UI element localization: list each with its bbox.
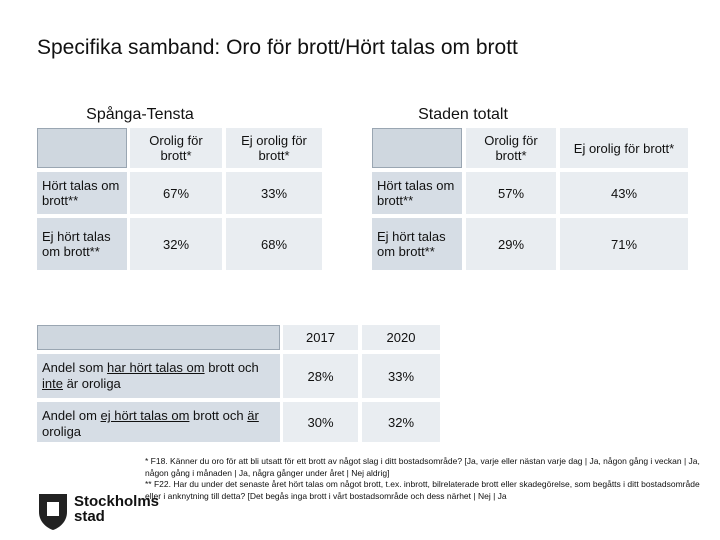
label-part: Andel om [42,408,101,423]
header-corner [37,128,127,168]
column-header: 2020 [362,325,440,350]
label-part: är oroliga [62,376,121,391]
footnotes: * F18. Känner du oro för att bli utsatt … [145,456,705,502]
row-label: Ej hört talas om brott** [37,218,127,270]
cell-value: 57% [466,172,556,214]
label-part: brott och [204,360,263,375]
logo-emblem [39,494,67,530]
column-header: Orolig för brott* [130,128,222,168]
header-corner [37,325,280,350]
footnote: ** F22. Har du under det senaste året hö… [145,479,700,501]
header-corner [372,128,462,168]
column-header: Ej orolig för brott* [226,128,322,168]
column-header: Orolig för brott* [466,128,556,168]
slide-title: Specifika samband: Oro för brott/Hört ta… [37,36,518,59]
table-caption: Staden totalt [418,106,508,123]
table-caption: Spånga-Tensta [86,106,194,123]
label-part: inte [42,376,63,391]
label-part: oroliga [42,408,263,439]
cell-value: 67% [130,172,222,214]
logo-line: Stockholms [74,493,160,510]
cell-value: 32% [130,218,222,270]
label-part: ej hört talas om [100,408,190,423]
cell-value: 32% [362,402,440,442]
cell-value: 71% [560,218,688,270]
label-part: brott och [189,408,248,423]
cell-value: 68% [226,218,322,270]
row-label: Andel som har hört talas om brott och in… [37,354,280,398]
row-label: Ej hört talas om brott** [372,218,462,270]
cell-value: 28% [283,354,358,398]
label-part: har hört talas om [107,360,205,375]
cell-value: 43% [560,172,688,214]
label-part: är [247,408,259,423]
cell-value: 33% [226,172,322,214]
column-header: 2017 [283,325,358,350]
cell-value: 30% [283,402,358,442]
cell-value: 29% [466,218,556,270]
logo-line: stad [74,508,105,525]
column-header: Ej orolig för brott* [560,128,688,168]
logo-text: Stockholms stad [74,494,159,524]
row-label: Hört talas om brott** [37,172,127,214]
cell-value: 33% [362,354,440,398]
label-part: Andel som [42,360,108,375]
row-label: Andel om ej hört talas om brott och är o… [37,402,280,442]
row-label: Hört talas om brott** [372,172,462,214]
footnote: * F18. Känner du oro för att bli utsatt … [145,456,700,478]
